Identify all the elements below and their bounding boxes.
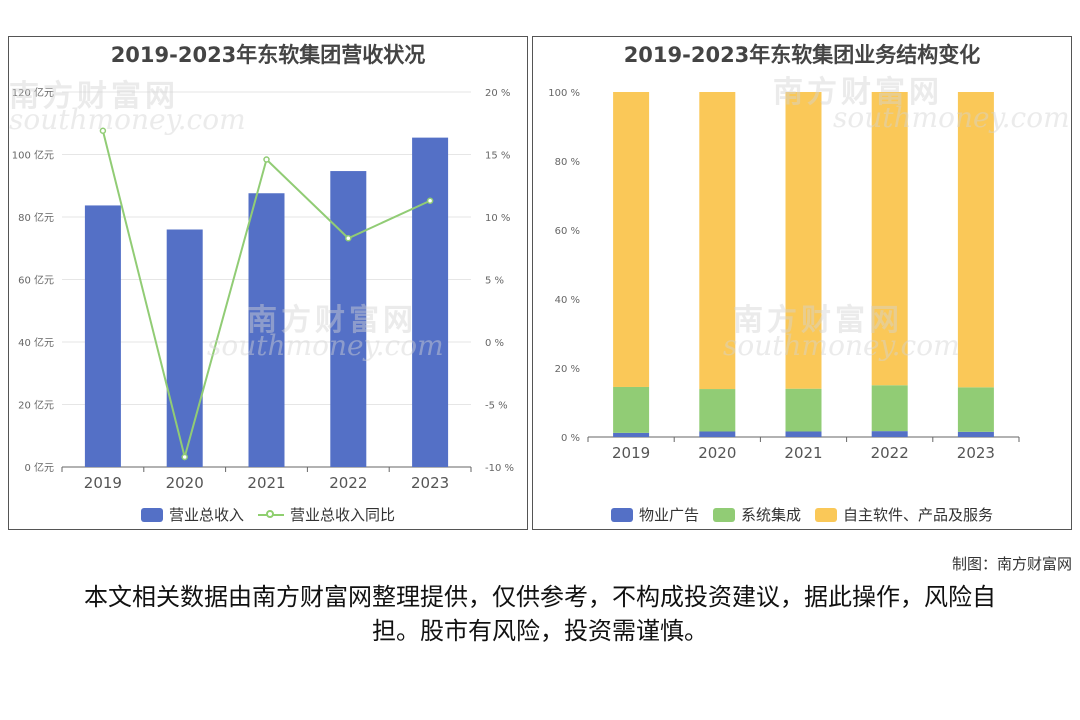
x-tick-label: 2023 bbox=[957, 444, 995, 462]
bar-revenue bbox=[330, 171, 367, 467]
bar-segment-series-1 bbox=[871, 385, 908, 432]
structure-chart-title: 2019-2023年东软集团业务结构变化 bbox=[623, 43, 981, 67]
point-revenue-yoy bbox=[181, 453, 188, 461]
y-left-tick-label: 40 亿元 bbox=[18, 336, 54, 349]
legend-item-revenue-yoy[interactable]: 营业总收入同比 bbox=[258, 504, 395, 525]
legend-swatch bbox=[258, 508, 284, 522]
disclaimer-text: 本文相关数据由南方财富网整理提供，仅供参考，不构成投资建议，据此操作，风险自担。… bbox=[84, 583, 996, 645]
y-left-tick-label: 20 亿元 bbox=[18, 399, 54, 412]
revenue-chart-title: 2019-2023年东软集团营收状况 bbox=[110, 43, 426, 67]
y-tick-label: 80 % bbox=[555, 157, 580, 168]
y-left-tick-label: 80 亿元 bbox=[18, 211, 54, 224]
y-tick-label: 100 % bbox=[548, 88, 580, 99]
x-tick-label: 2019 bbox=[612, 444, 650, 462]
legend-item-software[interactable]: 自主软件、产品及服务 bbox=[815, 504, 993, 525]
y-right-tick-label: -10 % bbox=[485, 463, 514, 474]
y-tick-label: 0 % bbox=[561, 433, 580, 444]
bar-segment-series-0 bbox=[871, 431, 908, 437]
y-right-tick-label: 0 % bbox=[485, 338, 504, 349]
bar-revenue bbox=[412, 137, 449, 467]
revenue-chart-legend: 营业总收入 营业总收入同比 bbox=[9, 504, 527, 525]
y-right-tick-label: 20 % bbox=[485, 88, 510, 99]
y-left-tick-label: 100 亿元 bbox=[12, 149, 54, 162]
bar-segment-series-1 bbox=[957, 387, 994, 432]
bar-segment-series-2 bbox=[699, 92, 736, 390]
y-right-tick-label: -5 % bbox=[485, 401, 508, 412]
bar-revenue bbox=[84, 205, 121, 467]
x-tick-label: 2021 bbox=[784, 444, 822, 462]
y-left-tick-label: 120 亿元 bbox=[12, 86, 54, 99]
x-tick-label: 2022 bbox=[871, 444, 909, 462]
x-tick-label: 2020 bbox=[166, 474, 204, 492]
y-tick-label: 20 % bbox=[555, 364, 580, 375]
x-tick-label: 2023 bbox=[411, 474, 449, 492]
bar-segment-series-0 bbox=[613, 432, 650, 437]
bar-segment-series-1 bbox=[699, 389, 736, 432]
bar-segment-series-2 bbox=[613, 92, 650, 387]
chart-credit: 制图：南方财富网 bbox=[951, 555, 1072, 573]
y-left-tick-label: 60 亿元 bbox=[18, 274, 54, 287]
structure-chart-legend: 物业广告 系统集成 自主软件、产品及服务 bbox=[533, 504, 1071, 525]
structure-chart-panel: 2019-2023年东软集团业务结构变化 0 % 20 % 40 % 60 % 80 %… bbox=[532, 36, 1072, 530]
point-revenue-yoy bbox=[99, 127, 107, 134]
legend-swatch bbox=[140, 507, 163, 522]
revenue-chart-svg: 0 亿元 -10 % 20 亿元 -5 % 40 亿元 0 % 60 亿元 5 % 80 亿元 1… bbox=[12, 86, 514, 492]
x-tick-label: 2020 bbox=[698, 444, 736, 462]
x-tick-label: 2019 bbox=[84, 474, 122, 492]
bar-segment-series-1 bbox=[613, 386, 650, 433]
y-right-tick-label: 15 % bbox=[485, 151, 510, 162]
point-revenue-yoy bbox=[345, 235, 352, 242]
point-revenue-yoy bbox=[263, 156, 270, 163]
bar-segment-series-0 bbox=[957, 431, 994, 437]
bar-segment-series-2 bbox=[957, 92, 994, 388]
legend-swatch bbox=[712, 507, 735, 522]
y-left-tick-label: 0 亿元 bbox=[24, 461, 54, 474]
y-tick-label: 40 % bbox=[555, 295, 580, 306]
legend-item-system-integration[interactable]: 系统集成 bbox=[712, 504, 801, 525]
bar-segment-series-0 bbox=[785, 431, 822, 437]
revenue-chart-panel: 2019-2023年东软集团营收状况 0 亿元 -10 % 20 亿元 -5 % 40 … bbox=[8, 36, 528, 530]
legend-swatch bbox=[815, 507, 837, 522]
structure-chart-svg: 0 % 20 % 40 % 60 % 80 % 100 % 2019 2020 2021 2022… bbox=[548, 88, 1020, 462]
bar-segment-series-2 bbox=[785, 92, 822, 389]
x-tick-label: 2022 bbox=[329, 474, 367, 492]
legend-swatch bbox=[610, 507, 633, 522]
bar-segment-series-1 bbox=[785, 388, 822, 432]
bar-segment-series-2 bbox=[871, 92, 908, 386]
bar-revenue bbox=[166, 229, 203, 467]
y-right-tick-label: 5 % bbox=[485, 276, 504, 287]
x-tick-label: 2021 bbox=[247, 474, 285, 492]
bar-revenue bbox=[248, 193, 285, 467]
legend-item-revenue[interactable]: 营业总收入 bbox=[140, 504, 244, 525]
y-right-tick-label: 10 % bbox=[485, 213, 510, 224]
legend-item-property-ads[interactable]: 物业广告 bbox=[610, 504, 699, 525]
point-revenue-yoy bbox=[426, 197, 434, 204]
y-tick-label: 60 % bbox=[555, 226, 580, 237]
bar-segment-series-0 bbox=[699, 431, 736, 437]
